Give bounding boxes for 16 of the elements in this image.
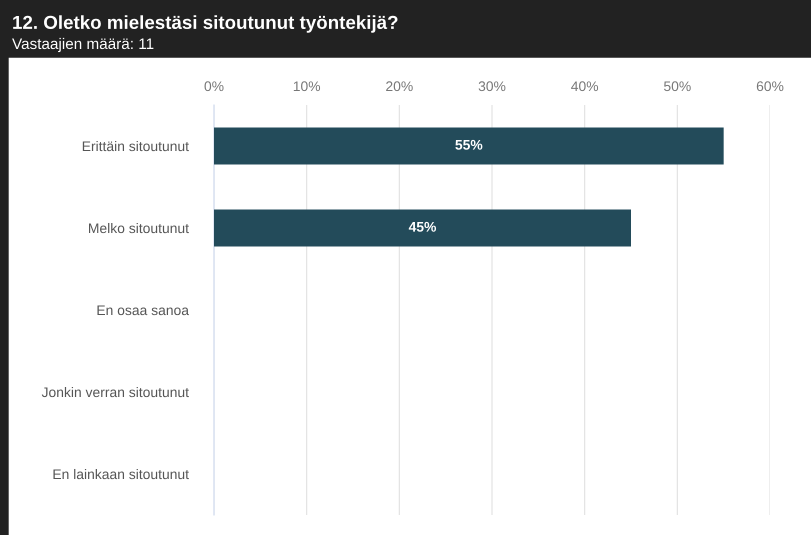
x-tick-label: 10% bbox=[294, 81, 320, 92]
x-tick-label: 50% bbox=[664, 81, 691, 92]
data-label: 55% bbox=[455, 140, 482, 150]
chart-title: 12. Oletko mielestäsi sitoutunut työntekijä? bbox=[13, 15, 398, 33]
y-tick-label: En osaa sanoa bbox=[97, 305, 190, 316]
x-tick-label: 20% bbox=[386, 81, 413, 92]
y-tick-label: En lainkaan sitoutunut bbox=[53, 468, 189, 480]
data-label: 45% bbox=[408, 222, 436, 232]
text: Vastaajien määrä: 11 bbox=[12, 38, 154, 52]
y-tick-label: Melko sitoutunut bbox=[89, 222, 189, 234]
y-tick-label: Jonkin verran sitoutunut bbox=[42, 386, 189, 398]
x-tick-label: 0% bbox=[204, 81, 224, 92]
x-tick-label: 30% bbox=[478, 81, 506, 92]
x-tick-label: 40% bbox=[571, 81, 598, 92]
x-tick-label: 60% bbox=[756, 81, 784, 92]
y-tick-label: Erittäin sitoutunut bbox=[82, 140, 189, 152]
